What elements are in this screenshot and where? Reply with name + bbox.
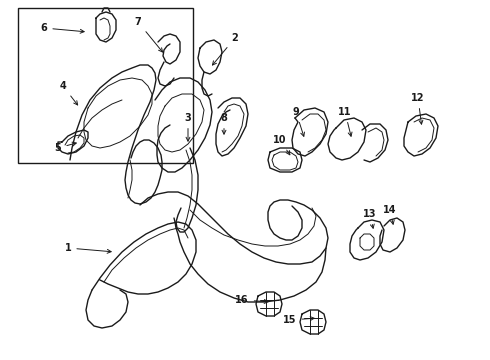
Text: 7: 7 bbox=[135, 17, 163, 52]
Text: 13: 13 bbox=[363, 209, 377, 228]
Bar bbox=[18, 8, 193, 163]
Text: 11: 11 bbox=[338, 107, 352, 136]
Text: 1: 1 bbox=[65, 243, 111, 253]
Text: 4: 4 bbox=[60, 81, 77, 105]
Text: 3: 3 bbox=[185, 113, 192, 141]
Text: 8: 8 bbox=[220, 113, 227, 134]
Text: 16: 16 bbox=[235, 295, 268, 305]
Text: 9: 9 bbox=[293, 107, 304, 136]
Text: 14: 14 bbox=[383, 205, 397, 224]
Text: 2: 2 bbox=[213, 33, 238, 65]
Text: 12: 12 bbox=[411, 93, 425, 124]
Text: 6: 6 bbox=[41, 23, 84, 33]
Text: 5: 5 bbox=[54, 142, 76, 153]
Text: 10: 10 bbox=[273, 135, 290, 155]
Text: 15: 15 bbox=[283, 315, 314, 325]
